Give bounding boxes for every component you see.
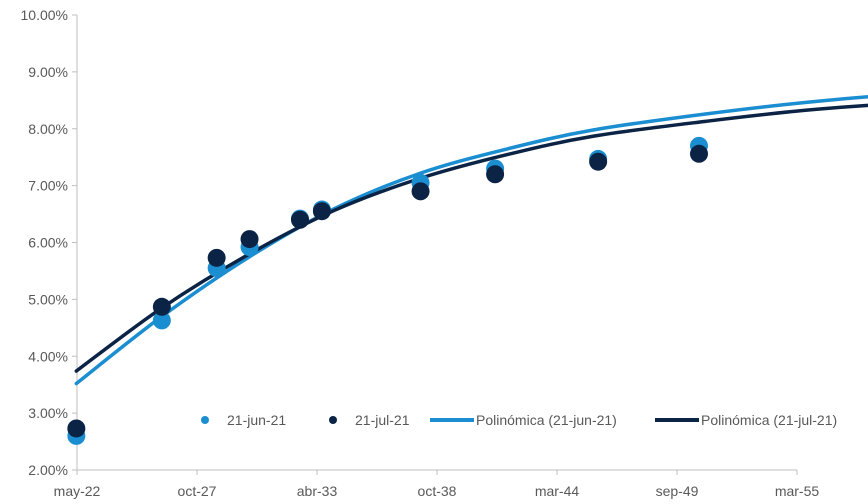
trendline-jun: [74, 95, 868, 386]
y-tick-label: 6.00%: [28, 235, 68, 251]
legend-label: Polinómica (21-jun-21): [476, 412, 617, 428]
y-tick-label: 4.00%: [28, 348, 68, 364]
data-point-jul: [240, 230, 259, 249]
y-tick-label: 7.00%: [28, 178, 68, 194]
x-tick-label: oct-38: [418, 483, 457, 499]
data-point-jul: [411, 182, 430, 201]
data-point-jul: [589, 152, 608, 171]
y-tick-label: 8.00%: [28, 121, 68, 137]
x-tick-label: mar-44: [535, 483, 580, 499]
data-point-jul: [207, 248, 226, 267]
data-point-jun: [152, 311, 171, 330]
y-tick-label: 3.00%: [28, 405, 68, 421]
y-tick-label: 10.00%: [21, 7, 68, 23]
data-point-jul: [689, 144, 708, 163]
data-point-jul: [486, 165, 505, 184]
data-point-jul: [312, 202, 331, 221]
y-tick-label: 2.00%: [28, 462, 68, 478]
trendline-jul: [74, 103, 868, 373]
legend-marker-dot: [201, 416, 209, 424]
data-point-jul: [67, 419, 86, 438]
legend-label: 21-jun-21: [227, 412, 286, 428]
legend-label: Polinómica (21-jul-21): [701, 412, 837, 428]
x-tick-label: mar-55: [775, 483, 820, 499]
y-tick-label: 5.00%: [28, 291, 68, 307]
x-tick-label: sep-49: [656, 483, 699, 499]
y-tick-label: 9.00%: [28, 64, 68, 80]
data-point-jul: [152, 297, 171, 316]
x-tick-label: oct-27: [178, 483, 217, 499]
x-tick-label: may-22: [54, 483, 101, 499]
x-tick-label: abr-33: [297, 483, 338, 499]
data-point-jul: [290, 210, 309, 229]
legend-label: 21-jul-21: [355, 412, 410, 428]
legend-marker-dot: [329, 416, 337, 424]
